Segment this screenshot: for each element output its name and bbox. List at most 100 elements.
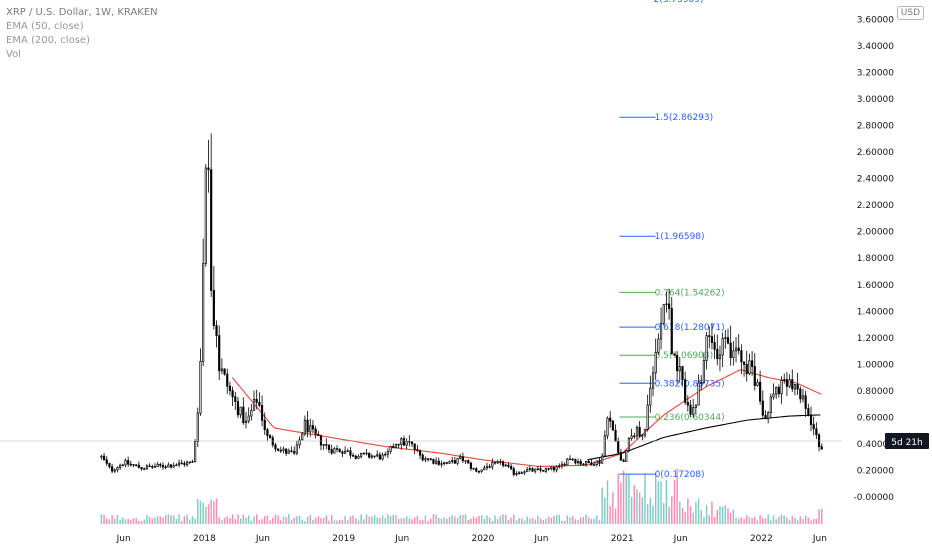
volume-bar [322,517,325,524]
candle-body [376,454,379,457]
candle-body [327,444,331,450]
candle-layer [100,133,823,477]
candle-body [812,424,815,430]
volume-bar [620,482,622,524]
volume-bar [253,516,255,524]
candle-body [496,461,499,464]
volume-bar [138,520,140,524]
volume-bar [673,480,676,524]
volume-bar [534,519,536,524]
volume-bar [336,520,338,524]
candle-body [472,468,475,470]
volume-bar [475,518,478,524]
volume-bar [127,518,129,524]
volume-bar [598,520,601,524]
volume-bar [349,516,352,524]
candle-body [633,435,636,438]
volume-bar [264,516,266,524]
candle-body [349,450,352,456]
candle-body [815,428,818,436]
candle-body [397,443,400,446]
volume-bar [596,515,598,524]
volume-bar [786,517,788,524]
candle-body [799,388,802,400]
candle-body [191,461,194,463]
candle-body [322,444,325,446]
volume-bar [767,514,769,524]
candle-body [453,460,456,464]
candle-body [199,361,202,414]
volume-bar [499,515,502,524]
volume-bar [612,492,614,524]
candle-body [809,414,813,425]
candle-body [493,461,497,464]
volume-bar [154,517,156,524]
candle-body [807,408,810,416]
volume-bar [389,516,392,524]
volume-bar [649,497,652,524]
volume-bar [462,515,464,524]
volume-bar [215,498,218,524]
candle-body [568,458,572,461]
candle-body [657,338,660,353]
volume-bar [438,517,440,524]
candle-body [654,352,657,374]
volume-bar [210,499,212,524]
candle-body [306,419,309,433]
currency-button[interactable]: USD [896,6,924,20]
volume-bar [604,497,606,524]
candle-body [346,450,349,452]
volume-bar [186,514,188,524]
volume-bar [392,515,395,524]
volume-bar [633,485,636,524]
candle-body [716,348,719,359]
candle-body [619,452,622,461]
candle-body [630,435,633,439]
volume-bar [820,508,823,524]
candle-body [410,441,414,445]
volume-bar [430,518,432,524]
candle-body [421,454,424,461]
volume-bar [148,517,151,524]
candle-body [480,469,483,472]
volume-bar [579,517,582,524]
candle-body [523,471,526,474]
candle-body [595,460,598,466]
volume-bar [644,473,646,524]
volume-bar [432,514,435,524]
indicator-ema50[interactable]: EMA (50, close) [6,21,84,32]
candle-body [576,461,580,464]
candle-body [413,443,416,450]
candle-body [226,373,229,387]
candle-body [392,446,395,449]
candle-body [151,466,154,468]
candle-body [726,337,730,344]
volume-bar [175,518,178,524]
volume-bar [555,515,558,524]
volume-bar [561,520,563,524]
volume-bar [397,518,400,524]
volume-bar [245,517,247,524]
candle-body [477,470,481,473]
candle-body [362,452,365,455]
candle-body [365,452,368,455]
indicator-ema200[interactable]: EMA (200, close) [6,35,90,46]
volume-bar [582,516,585,524]
candle-body [550,466,553,470]
candle-body [352,454,355,457]
fib-label: 0.236(0.60344) [655,413,725,423]
volume-bar [574,519,577,524]
candle-body [665,303,668,306]
volume-bar [654,472,657,524]
candle-body [584,461,588,466]
indicator-volume[interactable]: Vol [6,49,21,60]
volume-bar [588,517,590,524]
candle-body [287,450,290,454]
candle-body [638,426,641,437]
candle-body [228,385,232,391]
candle-body [140,467,143,470]
volume-bar [178,514,180,524]
candle-body [751,360,754,367]
